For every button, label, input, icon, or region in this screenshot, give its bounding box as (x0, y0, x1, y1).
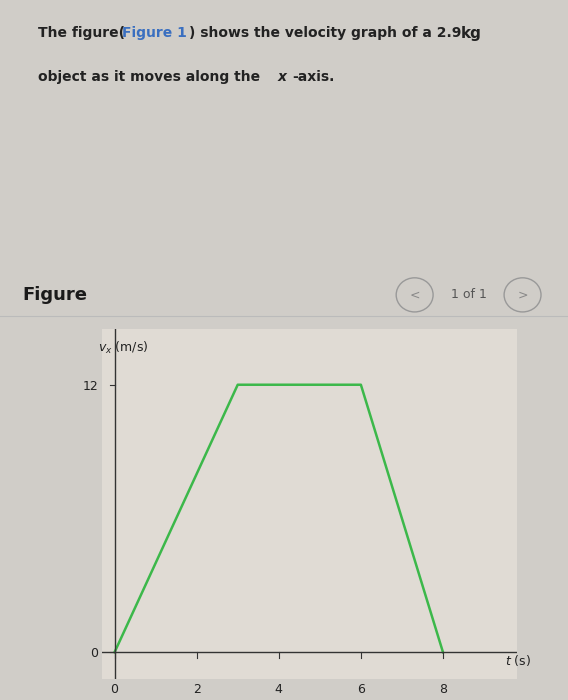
Text: Figure 1: Figure 1 (123, 26, 187, 40)
Text: >: > (517, 288, 528, 302)
Text: kg: kg (460, 26, 481, 41)
Text: The figure(: The figure( (38, 26, 125, 40)
Text: object as it moves along the: object as it moves along the (38, 70, 265, 84)
Text: <: < (410, 288, 420, 302)
Text: -axis.: -axis. (292, 70, 335, 84)
Text: ) shows the velocity graph of a 2.9: ) shows the velocity graph of a 2.9 (189, 26, 466, 40)
Text: 1 of 1: 1 of 1 (450, 288, 487, 302)
Text: Figure: Figure (23, 286, 87, 304)
Text: $\it{t}$ (s): $\it{t}$ (s) (504, 652, 531, 668)
Text: $v_x$ (m/s): $v_x$ (m/s) (98, 340, 149, 356)
Text: x: x (278, 70, 287, 84)
